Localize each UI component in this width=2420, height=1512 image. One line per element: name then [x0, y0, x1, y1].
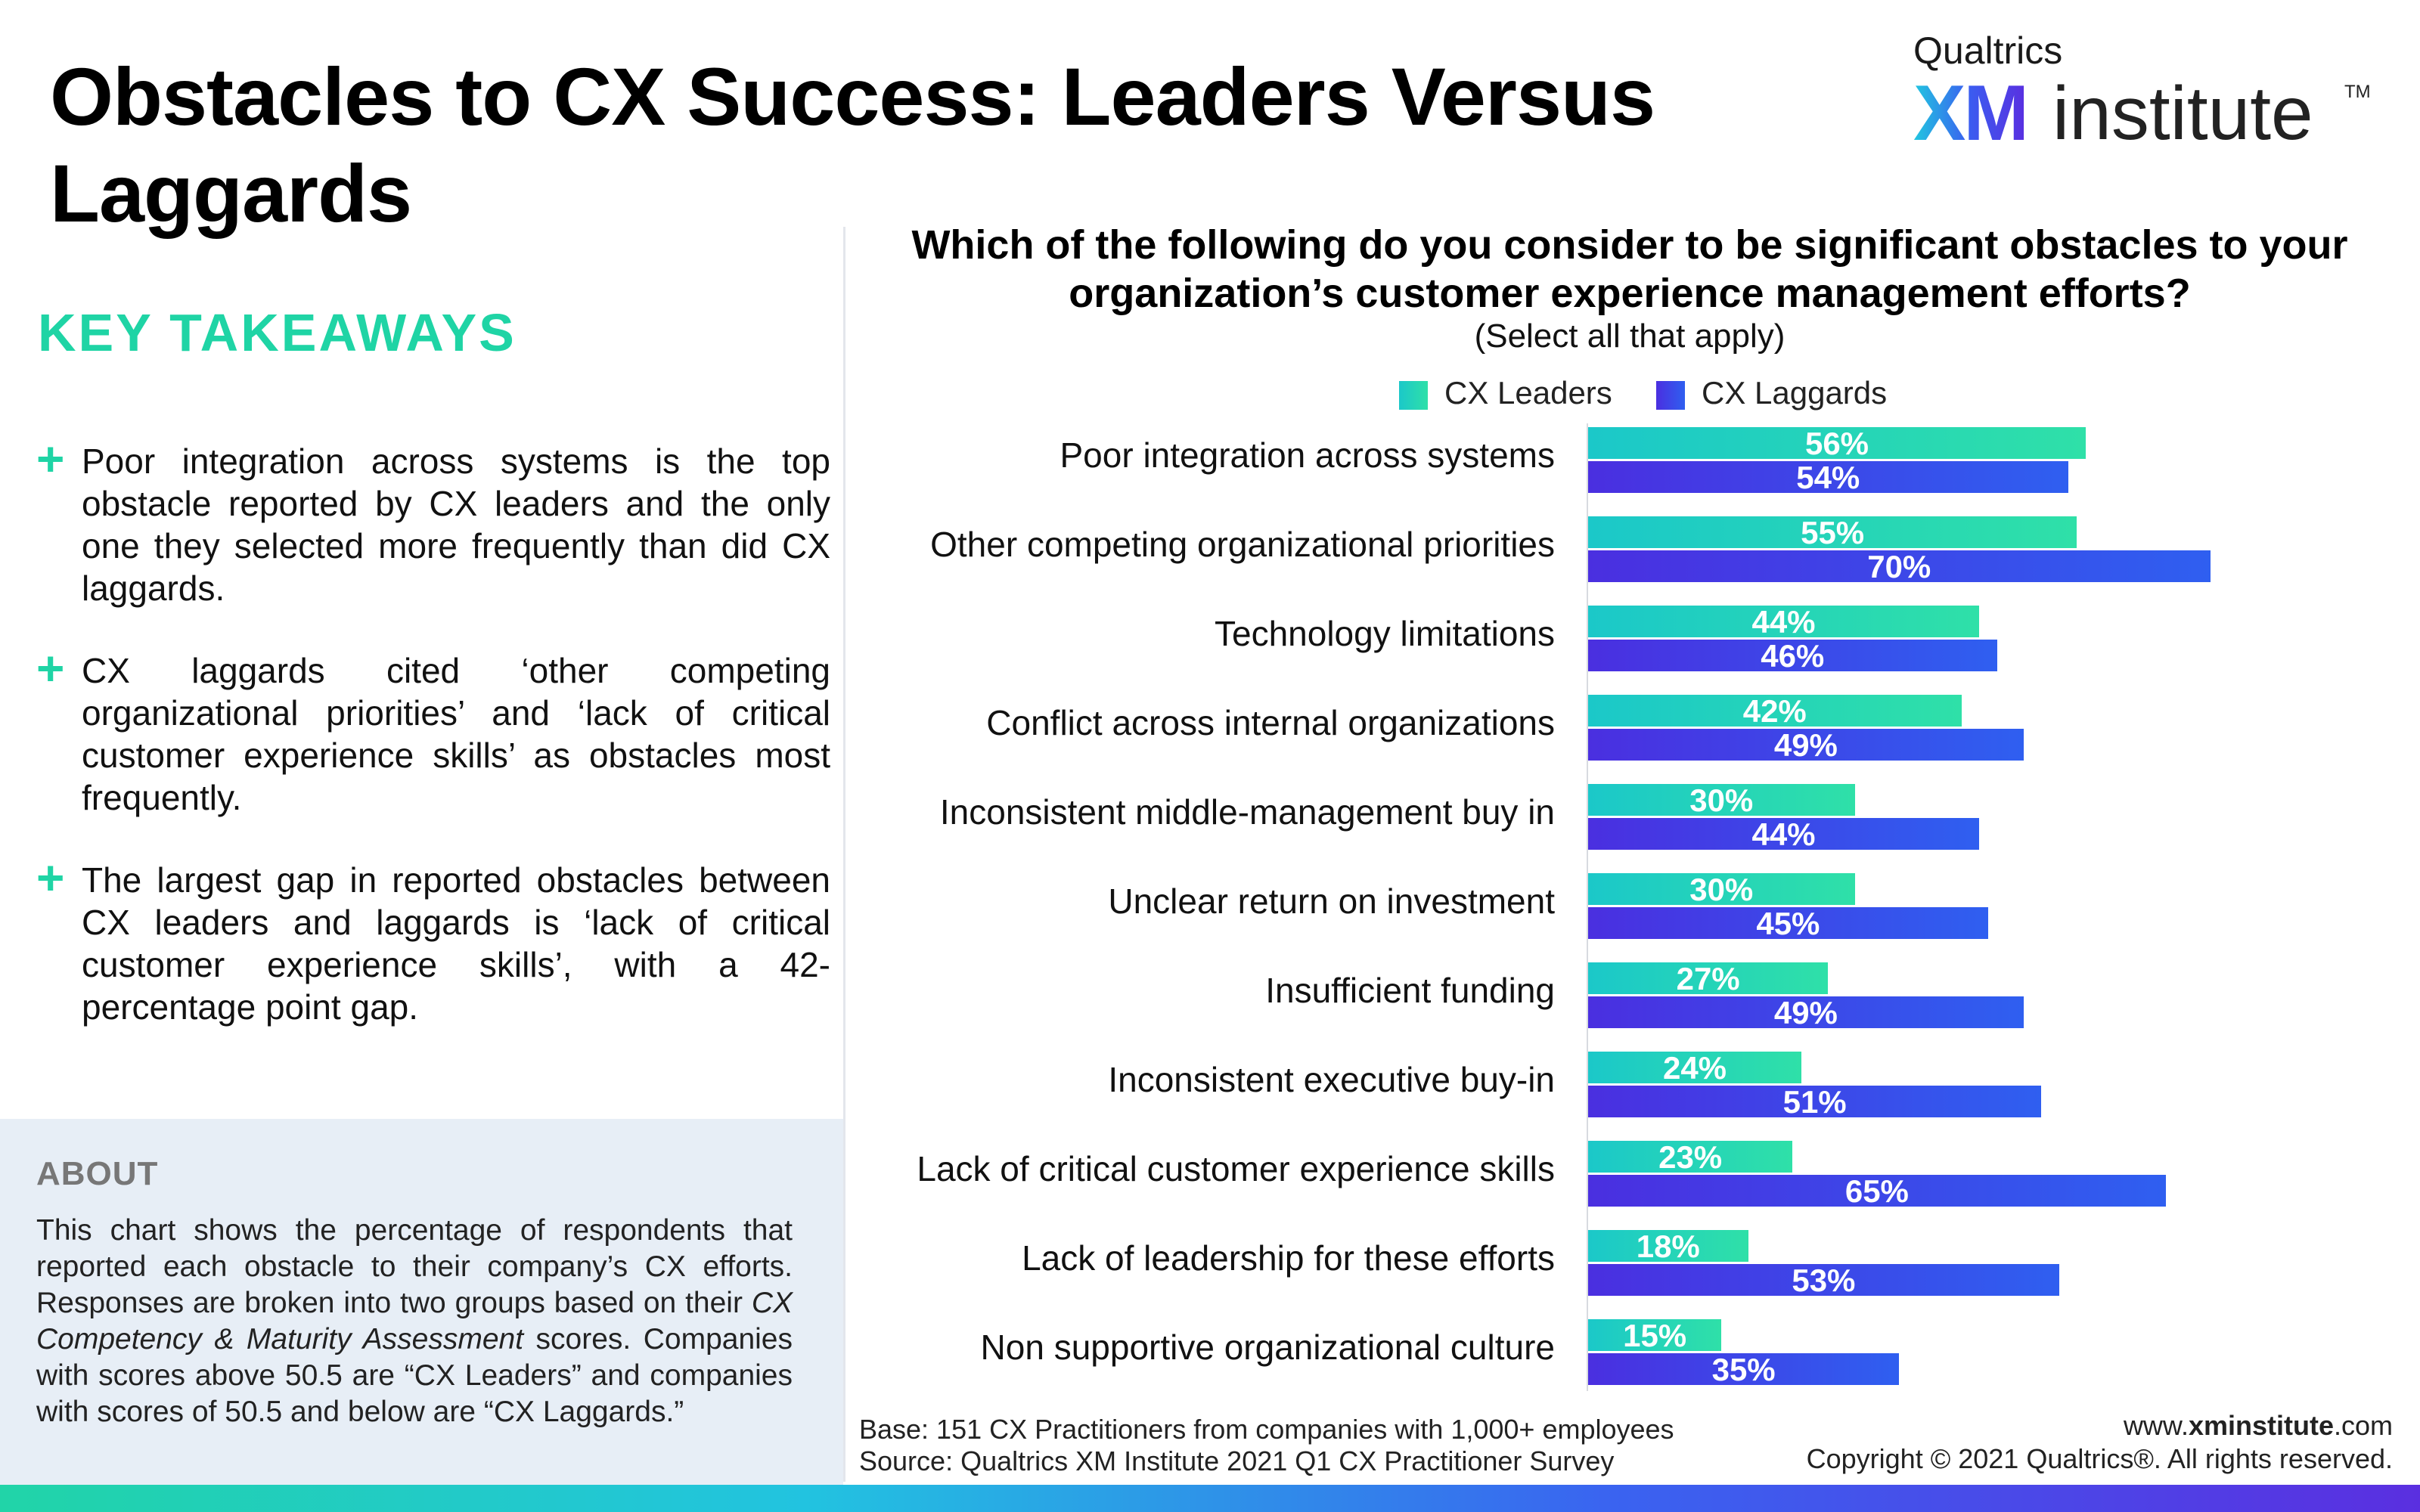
data-label: 46% [1761, 638, 1825, 674]
bar-cx-laggards [1588, 818, 1979, 850]
data-label: 53% [1792, 1263, 1856, 1298]
data-label: 45% [1756, 906, 1820, 941]
about-text: This chart shows the percentage of respo… [36, 1214, 793, 1428]
panel-divider [843, 227, 845, 1482]
data-label: 23% [1658, 1139, 1723, 1175]
chart-title: Which of the following do you consider t… [911, 222, 2348, 316]
category-label: Other competing organizational prioritie… [930, 525, 1555, 564]
data-label: 35% [1711, 1352, 1776, 1387]
takeaways-heading: KEY TAKEAWAYS [38, 303, 517, 362]
data-label: 70% [1867, 549, 1931, 584]
bar-cx-laggards [1588, 996, 2024, 1028]
data-label: 55% [1801, 515, 1865, 550]
legend-swatch-laggards [1656, 381, 1685, 410]
bar-cx-leaders [1588, 606, 1979, 637]
bar-cx-laggards [1588, 1353, 1900, 1385]
copyright-text: Copyright © 2021 Qualtrics®. All rights … [1806, 1443, 2393, 1474]
takeaway-text: The largest gap in reported obstacles be… [82, 860, 830, 1027]
legend-swatch-leaders [1399, 381, 1428, 410]
data-label: 56% [1804, 426, 1869, 461]
data-label: 24% [1662, 1050, 1727, 1086]
legend-label-leaders: CX Leaders [1444, 375, 1612, 411]
chart-footnote: Base: 151 CX Practitioners from companie… [859, 1414, 1674, 1477]
bar-cx-leaders [1588, 962, 1829, 994]
takeaway-text: Poor integration across systems is the t… [82, 442, 830, 608]
bar-cx-laggards [1588, 550, 2211, 582]
data-label: 30% [1689, 872, 1754, 907]
copyright-block: www.xminstitute.com Copyright © 2021 Qua… [1807, 1409, 2393, 1476]
bar-cx-laggards [1588, 1086, 2042, 1117]
data-label: 49% [1773, 995, 1838, 1030]
bar-cx-leaders [1588, 1319, 1722, 1351]
plus-icon: + [36, 432, 65, 486]
category-label: Lack of leadership for these efforts [1022, 1238, 1555, 1278]
page-title: Obstacles to CX Success: Leaders Versus … [50, 51, 1655, 239]
data-label: 44% [1751, 816, 1816, 852]
bar-cx-leaders [1588, 516, 2077, 548]
category-label: Technology limitations [1214, 614, 1555, 653]
plus-icon: + [36, 641, 65, 696]
about-heading: ABOUT [36, 1155, 159, 1192]
data-label: 51% [1782, 1084, 1847, 1120]
bar-cx-laggards [1588, 729, 2024, 761]
bar-cx-laggards [1588, 461, 2068, 493]
category-label: Non supportive organizational culture [980, 1328, 1555, 1367]
logo-xm: XM [1913, 70, 2029, 157]
bar-cx-leaders [1588, 1230, 1748, 1262]
bar-cx-laggards [1588, 1175, 2166, 1207]
data-label: 15% [1623, 1318, 1687, 1353]
bar-cx-leaders [1588, 873, 1855, 905]
category-label: Insufficient funding [1265, 971, 1555, 1010]
logo-trademark: TM [2344, 82, 2371, 102]
category-label: Inconsistent middle-management buy in [939, 792, 1555, 832]
bar-cx-leaders [1588, 784, 1855, 816]
category-label: Lack of critical customer experience ski… [917, 1149, 1555, 1188]
bar-cx-laggards [1588, 1264, 2059, 1296]
data-label: 42% [1742, 693, 1807, 729]
data-label: 65% [1844, 1173, 1909, 1209]
data-label: 30% [1689, 782, 1754, 818]
logo-institute: institute [2052, 71, 2313, 156]
data-label: 54% [1796, 460, 1860, 495]
bar-cx-leaders [1588, 695, 1962, 727]
category-label: Conflict across internal organizations [986, 703, 1555, 742]
bar-cx-laggards [1588, 640, 1997, 671]
chart-subtitle: (Select all that apply) [1474, 318, 1786, 355]
footer-gradient-bar [0, 1485, 2420, 1512]
bar-cx-laggards [1588, 907, 1988, 939]
chart-axis-line [1587, 423, 1588, 1391]
bar-cx-leaders [1588, 1141, 1793, 1173]
takeaway-text: CX laggards cited ‘other competing organ… [82, 651, 830, 817]
category-label: Unclear return on investment [1108, 881, 1555, 921]
qualtrics-xm-institute-logo: Qualtrics XM institute TM [1913, 29, 2371, 157]
data-label: 44% [1751, 604, 1816, 640]
logo-company: Qualtrics [1913, 29, 2063, 72]
bar-cx-leaders [1588, 1052, 1801, 1083]
category-label: Poor integration across systems [1060, 435, 1556, 475]
base-note: Base: 151 CX Practitioners from companie… [859, 1414, 1674, 1445]
data-label: 27% [1676, 961, 1740, 996]
bar-cx-leaders [1588, 427, 2086, 459]
legend-label-laggards: CX Laggards [1702, 375, 1888, 411]
data-label: 18% [1636, 1228, 1700, 1264]
about-panel: ABOUT This chart shows the percentage of… [0, 1119, 843, 1485]
website-link[interactable]: www.xminstitute.com [2123, 1410, 2393, 1441]
source-note: Source: Qualtrics XM Institute 2021 Q1 C… [859, 1445, 1615, 1476]
plus-icon: + [36, 850, 65, 905]
category-label: Inconsistent executive buy-in [1108, 1060, 1555, 1099]
data-label: 49% [1773, 727, 1838, 763]
